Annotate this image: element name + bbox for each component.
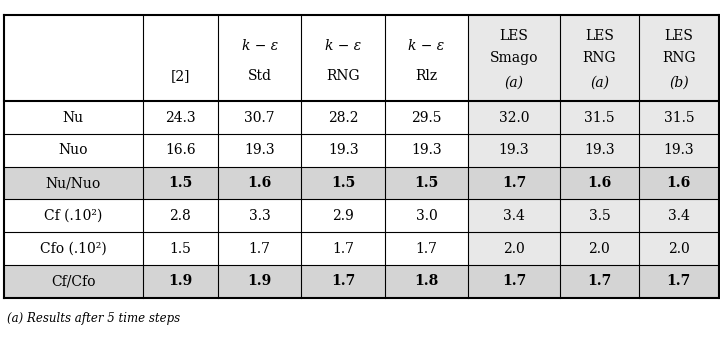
Text: (a) Results after 5 time steps: (a) Results after 5 time steps [7,312,180,325]
Text: Nu: Nu [63,111,84,125]
Text: 1.7: 1.7 [331,274,356,288]
Text: [2]: [2] [171,69,190,83]
Text: 19.3: 19.3 [499,144,529,157]
Text: Cf (.10²): Cf (.10²) [44,209,102,223]
Text: 2.0: 2.0 [588,241,611,255]
Text: (a): (a) [505,76,523,90]
Text: 1.5: 1.5 [331,176,356,190]
Text: 1.7: 1.7 [667,274,691,288]
Text: RNG: RNG [326,69,360,83]
Text: 2.0: 2.0 [503,241,525,255]
Text: Nuo: Nuo [58,144,88,157]
Text: 1.6: 1.6 [248,176,272,190]
Text: Rlz: Rlz [415,69,438,83]
Text: 1.9: 1.9 [168,274,192,288]
Text: 19.3: 19.3 [584,144,615,157]
Text: 1.7: 1.7 [588,274,611,288]
Text: 2.8: 2.8 [169,209,192,223]
Text: Nu/Nuo: Nu/Nuo [45,176,101,190]
Text: RNG: RNG [582,51,616,65]
Text: k − ε: k − ε [408,39,445,53]
Text: 3.5: 3.5 [588,209,611,223]
Text: LES: LES [665,29,693,43]
Text: 1.7: 1.7 [249,241,271,255]
Text: 2.0: 2.0 [668,241,690,255]
Text: 19.3: 19.3 [664,144,694,157]
Text: 1.7: 1.7 [502,176,526,190]
Text: 31.5: 31.5 [584,111,615,125]
Text: Cf/Cfo: Cf/Cfo [51,274,95,288]
Text: LES: LES [585,29,614,43]
Text: 19.3: 19.3 [245,144,275,157]
Text: 24.3: 24.3 [165,111,196,125]
Text: 29.5: 29.5 [411,111,442,125]
Text: 1.7: 1.7 [332,241,354,255]
Text: k − ε: k − ε [325,39,361,53]
Text: 19.3: 19.3 [328,144,359,157]
Text: Std: Std [248,69,271,83]
Text: (a): (a) [590,76,609,90]
Text: 1.6: 1.6 [588,176,611,190]
Text: 32.0: 32.0 [499,111,529,125]
Text: 28.2: 28.2 [328,111,359,125]
Text: 1.5: 1.5 [168,176,192,190]
Text: 1.8: 1.8 [415,274,438,288]
Text: 2.9: 2.9 [333,209,354,223]
Text: 1.7: 1.7 [415,241,438,255]
Text: 1.9: 1.9 [248,274,272,288]
Text: 3.3: 3.3 [249,209,271,223]
Text: LES: LES [500,29,528,43]
Text: Smago: Smago [490,51,539,65]
Text: RNG: RNG [662,51,696,65]
Text: 19.3: 19.3 [411,144,442,157]
Text: 1.5: 1.5 [169,241,192,255]
Text: 1.6: 1.6 [667,176,691,190]
Text: Cfo (.10²): Cfo (.10²) [40,241,107,255]
Text: 3.4: 3.4 [503,209,525,223]
Text: 1.5: 1.5 [415,176,438,190]
Text: 30.7: 30.7 [245,111,275,125]
Text: 3.4: 3.4 [668,209,690,223]
Text: 1.7: 1.7 [502,274,526,288]
Text: k − ε: k − ε [242,39,278,53]
Text: (b): (b) [669,76,688,90]
Text: 31.5: 31.5 [664,111,694,125]
Text: 16.6: 16.6 [165,144,196,157]
Text: 3.0: 3.0 [415,209,438,223]
